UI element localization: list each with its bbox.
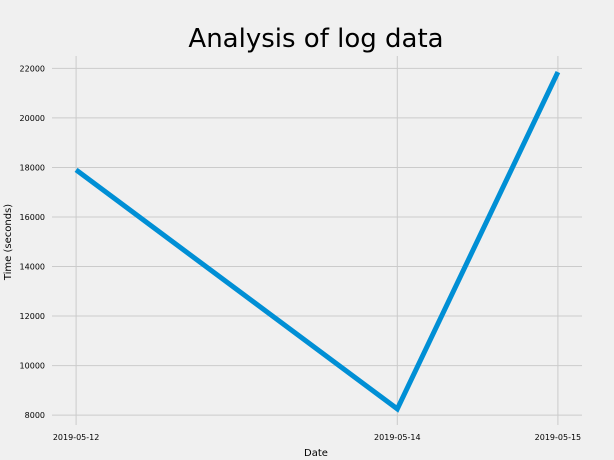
y-tick-label: 16000: [20, 213, 45, 222]
tick-labels: 8000 10000 12000 14000 16000 18000 20000 22000 2…: [20, 64, 582, 442]
x-tick-label: 2019-05-14: [374, 433, 421, 442]
x-tick-label: 2019-05-12: [53, 433, 100, 442]
y-tick-label: 22000: [20, 64, 45, 73]
chart-title: Analysis of log data: [188, 24, 443, 54]
series-line: [74, 71, 561, 413]
y-tick-label: 12000: [20, 312, 45, 321]
y-tick-label: 14000: [20, 263, 45, 272]
y-tick-label: 10000: [20, 362, 45, 371]
series-layer: [74, 71, 561, 413]
y-tick-label: 8000: [25, 411, 45, 420]
x-axis-label: Date: [304, 448, 328, 459]
y-tick-label: 20000: [20, 114, 45, 123]
y-axis-label: Time (seconds): [3, 204, 14, 281]
grid: [52, 56, 582, 425]
x-tick-label: 2019-05-15: [535, 433, 582, 442]
y-tick-label: 18000: [20, 163, 45, 172]
